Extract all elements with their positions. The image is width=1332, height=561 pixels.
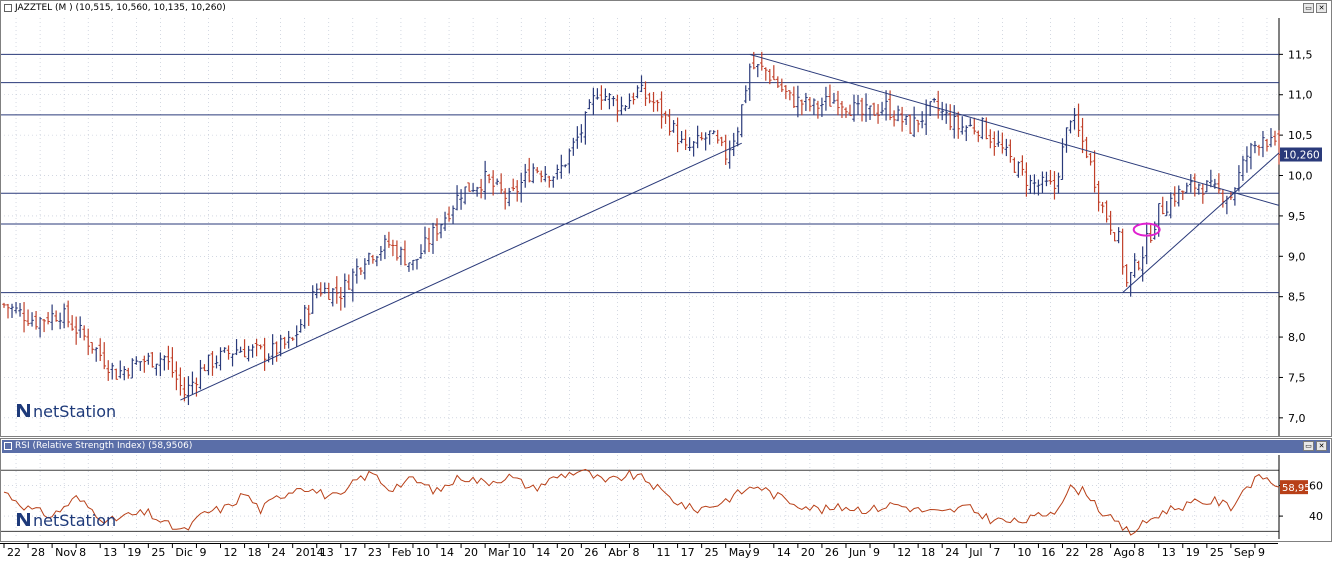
y-tick-label: 8,5: [1288, 291, 1306, 304]
x-tick-label: Mar: [488, 546, 509, 559]
x-tick-label: 14: [440, 546, 454, 559]
netstation-logo: netStation: [17, 511, 116, 530]
trend-line-uptrend-2: [1122, 152, 1280, 294]
y-tick-label: 7,0: [1288, 412, 1306, 425]
rsi-chart[interactable]: 60 40 58,95 netStation: [1, 453, 1331, 541]
x-tick-label: 18: [248, 546, 262, 559]
x-tick-label: 9: [199, 546, 206, 559]
x-tick-label: 24: [272, 546, 286, 559]
y-tick-label: 10,5: [1288, 129, 1313, 142]
rsi-menu-icon[interactable]: [4, 441, 12, 450]
x-tick-label: 7: [993, 546, 1000, 559]
x-tick-label: 20: [464, 546, 478, 559]
x-tick-label: 10: [1017, 546, 1031, 559]
x-tick-label: 12: [897, 546, 911, 559]
x-tick-label: 14: [536, 546, 550, 559]
price-panel-title: JAZZTEL (M ) (10,515, 10,560, 10,135, 10…: [15, 3, 226, 13]
x-tick-label: 9: [753, 546, 760, 559]
close-icon[interactable]: ✕: [1316, 441, 1327, 451]
rsi-panel-title: RSI (Relative Strength Index) (58,9506): [15, 441, 193, 451]
restore-icon[interactable]: ▭: [1303, 3, 1314, 13]
x-tick-label: 13: [103, 546, 117, 559]
price-panel-titlebar: JAZZTEL (M ) (10,515, 10,560, 10,135, 10…: [2, 2, 1330, 15]
x-tick-label: 10: [512, 546, 526, 559]
x-tick-label: 11: [657, 546, 671, 559]
x-tick-label: Abr: [608, 546, 628, 559]
x-tick-label: Nov: [55, 546, 77, 559]
trend-line-downtrend: [749, 53, 1280, 206]
highlight-ellipse: [1132, 222, 1161, 237]
last-price-tag: [1280, 147, 1322, 162]
rsi-last-tag: [1280, 480, 1308, 495]
price-chart[interactable]: 11,5 11,0 10,5 10,0 9,5 9,0 8,5 8,0 7,5 7,0 10,260…: [1, 16, 1331, 436]
x-tick-label: 28: [31, 546, 45, 559]
rsi-panel: RSI (Relative Strength Index) (58,9506) …: [0, 438, 1332, 542]
x-tick-label: 10: [416, 546, 430, 559]
x-tick-label: Jun: [848, 546, 866, 559]
x-tick-label: 13: [320, 546, 334, 559]
y-tick-label: 9,0: [1288, 250, 1306, 263]
x-tick-label: Ago: [1114, 546, 1136, 559]
x-tick-label: 26: [825, 546, 839, 559]
y-tick-label: 11,5: [1288, 48, 1313, 61]
x-tick-label: 9: [1258, 546, 1265, 559]
x-tick-label: 16: [1041, 546, 1055, 559]
x-tick-label: Jul: [968, 546, 982, 559]
last-price-label: 10,260: [1283, 150, 1320, 162]
price-panel-window-controls: ▭ ✕: [1303, 3, 1327, 13]
netstation-logo-text: netStation: [33, 402, 116, 421]
netstation-logo-icon: [17, 404, 30, 417]
x-tick-label: 8: [79, 546, 86, 559]
y-tick-label: 8,0: [1288, 331, 1306, 344]
x-tick-label: 14: [777, 546, 791, 559]
netstation-logo-text: netStation: [33, 511, 116, 530]
rsi-panel-window-controls: ▭ ✕: [1303, 441, 1327, 451]
date-axis-background: [0, 543, 1332, 561]
x-tick-label: 25: [705, 546, 719, 559]
x-tick-label: 2014: [296, 546, 324, 559]
rsi-last-label: 58,95: [1282, 483, 1311, 494]
x-tick-label: 13: [1162, 546, 1176, 559]
x-tick-label: Sep: [1234, 546, 1255, 559]
x-tick-label: 19: [127, 546, 141, 559]
x-tick-label: 9: [873, 546, 880, 559]
x-tick-label: 19: [1186, 546, 1200, 559]
y-tick-label: 7,5: [1288, 371, 1306, 384]
x-tick-label: 12: [224, 546, 238, 559]
close-icon[interactable]: ✕: [1316, 3, 1327, 13]
x-tick-label: 24: [945, 546, 959, 559]
y-tick-label: 10,0: [1288, 170, 1313, 183]
rsi-line: [3, 468, 1280, 536]
x-tick-label: 25: [1210, 546, 1224, 559]
x-tick-label: 22: [7, 546, 21, 559]
rsi-panel-titlebar: RSI (Relative Strength Index) (58,9506) …: [2, 440, 1330, 453]
x-tick-label: 20: [560, 546, 574, 559]
x-tick-label: 22: [1065, 546, 1079, 559]
x-tick-label: 20: [801, 546, 815, 559]
netstation-logo-icon: [17, 513, 30, 526]
x-tick-label: 26: [584, 546, 598, 559]
restore-icon[interactable]: ▭: [1303, 441, 1314, 451]
x-tick-label: May: [729, 546, 752, 559]
rsi-y-tick-label: 40: [1309, 510, 1323, 523]
y-tick-label: 11,0: [1288, 89, 1313, 102]
x-tick-label: 28: [1090, 546, 1104, 559]
panel-menu-icon[interactable]: [4, 3, 12, 12]
netstation-logo: netStation: [17, 402, 116, 421]
x-tick-label: 18: [921, 546, 935, 559]
x-tick-label: 17: [344, 546, 358, 559]
x-tick-label: 17: [681, 546, 695, 559]
rsi-y-tick-label: 60: [1309, 480, 1323, 493]
price-panel: JAZZTEL (M ) (10,515, 10,560, 10,135, 10…: [0, 0, 1332, 437]
x-tick-label: 8: [1138, 546, 1145, 559]
x-tick-label: Dic: [175, 546, 193, 559]
x-tick-label: 23: [368, 546, 382, 559]
x-tick-label: Feb: [392, 546, 411, 559]
x-tick-label: 8: [632, 546, 639, 559]
trend-line-uptrend-1: [180, 142, 742, 401]
y-tick-label: 9,5: [1288, 210, 1306, 223]
x-tick-label: 25: [151, 546, 165, 559]
